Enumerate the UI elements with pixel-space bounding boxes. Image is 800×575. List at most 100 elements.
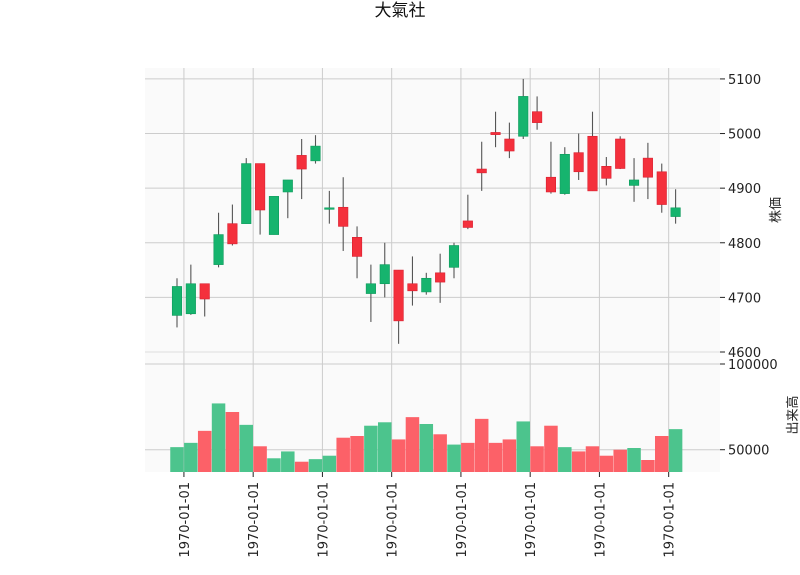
candle-body	[448, 245, 460, 268]
volume-bar	[211, 403, 226, 472]
x-tick-label: 1970-01-01	[178, 482, 193, 558]
candle	[213, 212, 224, 268]
candle	[227, 204, 238, 246]
x-axis-ticks: 1970-01-01 1970-01-01 1970-01-01 1970-01-01…	[178, 472, 678, 558]
volume-bar	[294, 461, 309, 472]
volume-bar	[558, 447, 572, 472]
volume-bar	[419, 424, 434, 472]
candle	[615, 136, 626, 170]
candle-body	[559, 153, 570, 194]
candle	[338, 177, 349, 251]
volume-bar	[488, 442, 503, 472]
x-tick-label: 1970-01-01	[386, 482, 401, 558]
candle-body	[435, 272, 446, 283]
candle	[504, 122, 515, 159]
volume-bar	[544, 425, 558, 472]
candle	[421, 272, 432, 295]
price-tick-label: 4800	[728, 237, 761, 252]
price-tick-label: 5100	[728, 73, 761, 88]
price-tick-label: 4600	[728, 346, 761, 361]
grid-lines	[145, 68, 720, 472]
candle	[628, 158, 640, 202]
candle-body	[310, 145, 321, 162]
volume-axis-ticks: 50000 100000	[720, 358, 778, 459]
candle	[282, 179, 293, 219]
candle-body	[518, 96, 529, 137]
volume-bar	[225, 412, 240, 472]
candle	[518, 78, 529, 139]
candle	[559, 147, 570, 195]
candle-body	[268, 196, 280, 235]
volume-axis-label: 出来高	[785, 395, 800, 434]
candle-body	[365, 283, 376, 294]
x-tick-label: 1970-01-01	[663, 482, 678, 558]
price-axis-ticks: 4600 4700 4800 4900 5000 5100	[720, 73, 761, 361]
candle-body	[351, 237, 363, 257]
volume-bar	[599, 455, 614, 472]
volume-bar	[613, 449, 627, 472]
volume-bar	[502, 439, 517, 472]
volume-bar	[516, 421, 530, 472]
candle-body	[185, 283, 196, 315]
volume-bar	[391, 439, 406, 472]
volume-bar	[350, 436, 364, 472]
candle-body	[282, 179, 293, 193]
candle-body	[601, 166, 612, 179]
volume-bar	[405, 417, 420, 472]
x-tick-label: 1970-01-01	[247, 482, 262, 558]
candle-body	[628, 179, 640, 186]
candle-body	[545, 176, 557, 193]
candle-body	[462, 220, 473, 228]
volume-bar	[585, 446, 600, 472]
candle	[545, 141, 557, 194]
volume-tick-label: 100000	[728, 358, 778, 373]
candle	[393, 269, 404, 344]
chart-title: 大氣社	[375, 1, 426, 21]
price-tick-label: 5000	[728, 128, 761, 143]
candle-body	[227, 223, 238, 245]
candle	[601, 157, 612, 186]
candle-body	[476, 168, 487, 174]
volume-bar	[281, 451, 295, 472]
candle	[255, 163, 266, 235]
candle-body	[642, 157, 653, 178]
volume-bar	[239, 424, 253, 472]
candle	[199, 283, 210, 317]
volume-bar	[364, 425, 378, 472]
candle-body	[573, 152, 584, 173]
volume-bar	[378, 422, 392, 472]
candle	[670, 189, 681, 224]
volume-bar	[308, 459, 323, 472]
candle	[268, 196, 280, 235]
x-tick-label: 1970-01-01	[316, 482, 331, 558]
candle	[351, 226, 363, 279]
candle-body	[199, 283, 210, 300]
candle-body	[421, 277, 432, 293]
volume-bars	[170, 403, 683, 472]
candle	[241, 158, 252, 224]
candle-body	[171, 286, 183, 316]
candle-body	[213, 234, 224, 265]
volume-bar	[668, 429, 683, 472]
volume-bar	[571, 451, 586, 472]
candle	[171, 278, 183, 328]
volume-bar	[530, 446, 544, 472]
candle	[448, 242, 460, 279]
volume-bar	[267, 458, 281, 472]
candle	[462, 194, 473, 230]
candle	[587, 111, 598, 192]
candle	[642, 142, 653, 200]
candle	[656, 163, 667, 213]
candle-body	[490, 132, 501, 135]
candle-body	[532, 111, 543, 123]
candle	[407, 256, 418, 306]
volume-bar	[474, 418, 489, 472]
candle	[324, 190, 335, 224]
candle-body	[296, 155, 307, 170]
candle-body	[338, 206, 349, 227]
candle	[532, 96, 543, 130]
volume-tick-label: 50000	[728, 444, 769, 459]
candle-body	[324, 207, 335, 210]
